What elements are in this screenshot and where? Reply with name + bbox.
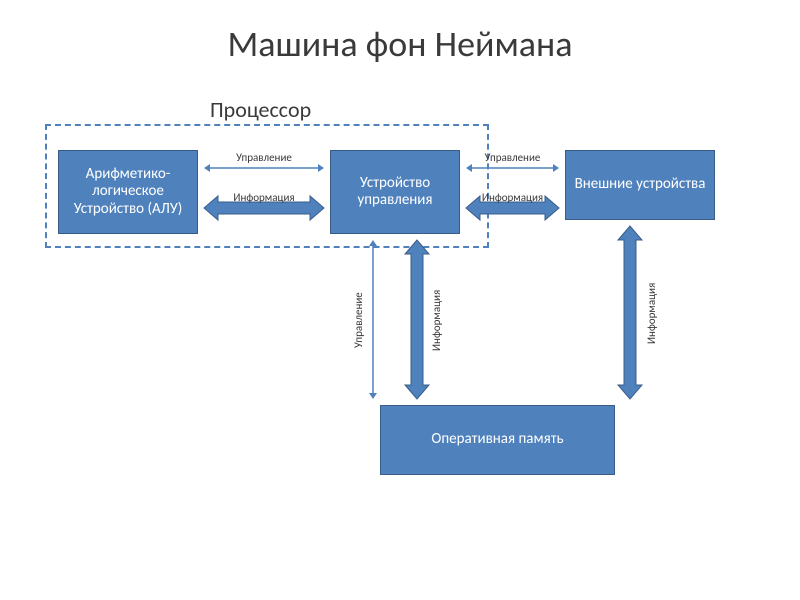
label-cu-ram-info: Информация xyxy=(431,280,445,360)
label-alu-cu-info: Информация xyxy=(229,192,299,204)
label-alu-cu-control: Управление xyxy=(229,152,299,164)
label-cu-ext-control: Управление xyxy=(478,152,548,164)
page-title: Машина фон Неймана xyxy=(0,22,800,66)
arrow-cu-ram-control xyxy=(365,240,381,399)
node-ram: Оперативная память xyxy=(380,405,615,475)
slide: { "title": "Машина фон Неймана", "colors… xyxy=(0,0,800,600)
node-alu: Арифметико-логическое Устройство (АЛУ) xyxy=(58,150,198,234)
processor-label: Процессор xyxy=(210,96,311,123)
arrow-cu-ram-info xyxy=(405,240,429,399)
node-external-devices: Внешние устройства xyxy=(565,150,715,220)
label-ext-ram-info: Информация xyxy=(646,273,660,353)
label-cu-ext-info: Информация xyxy=(478,192,548,204)
arrow-ext-ram-info xyxy=(618,226,642,399)
node-control-unit: Устройство управления xyxy=(330,150,460,234)
label-cu-ram-control: Управление xyxy=(353,280,367,360)
